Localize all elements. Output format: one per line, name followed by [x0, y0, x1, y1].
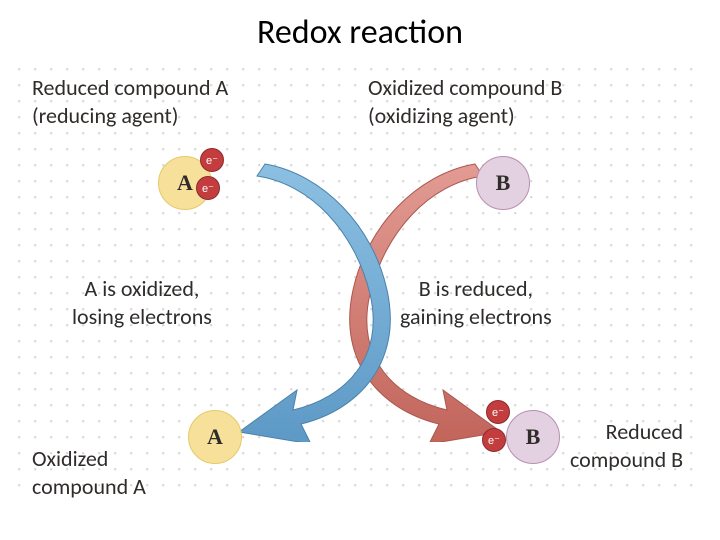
crossing-arrows: [215, 162, 525, 442]
label-a-oxidized: A is oxidized, losing electrons: [72, 275, 212, 330]
electron-icon: e⁻: [486, 400, 510, 424]
label-reduced-a: Reduced compound A (reducing agent): [32, 74, 228, 129]
compound-b-bottom: B: [506, 410, 560, 464]
label-line: Oxidized: [32, 445, 146, 473]
label-line: losing electrons: [72, 303, 212, 331]
compound-letter: B: [496, 170, 511, 196]
electron-icon: e⁻: [200, 148, 224, 172]
label-line: compound B: [570, 446, 683, 474]
electron-label: e⁻: [206, 154, 218, 167]
label-line: (oxidizing agent): [368, 102, 562, 130]
electron-label: e⁻: [202, 182, 214, 195]
label-oxidized-b: Oxidized compound B (oxidizing agent): [368, 74, 562, 129]
label-line: Reduced compound A: [32, 74, 228, 102]
compound-b-top: B: [476, 156, 530, 210]
compound-letter: A: [207, 424, 223, 450]
label-line: Reduced: [570, 418, 683, 446]
label-line: Oxidized compound B: [368, 74, 562, 102]
electron-icon: e⁻: [196, 176, 220, 200]
label-reduced-compound-b: Reduced compound B: [570, 418, 683, 473]
electron-icon: e⁻: [482, 428, 506, 452]
label-line: A is oxidized,: [72, 275, 212, 303]
label-line: compound A: [32, 473, 146, 501]
page-title: Redox reaction: [0, 12, 720, 53]
label-line: (reducing agent): [32, 102, 228, 130]
compound-a-bottom: A: [188, 410, 242, 464]
electron-label: e⁻: [492, 406, 504, 419]
compound-letter: A: [177, 170, 193, 196]
compound-letter: B: [526, 424, 541, 450]
electron-label: e⁻: [488, 434, 500, 447]
label-oxidized-compound-a: Oxidized compound A: [32, 445, 146, 500]
